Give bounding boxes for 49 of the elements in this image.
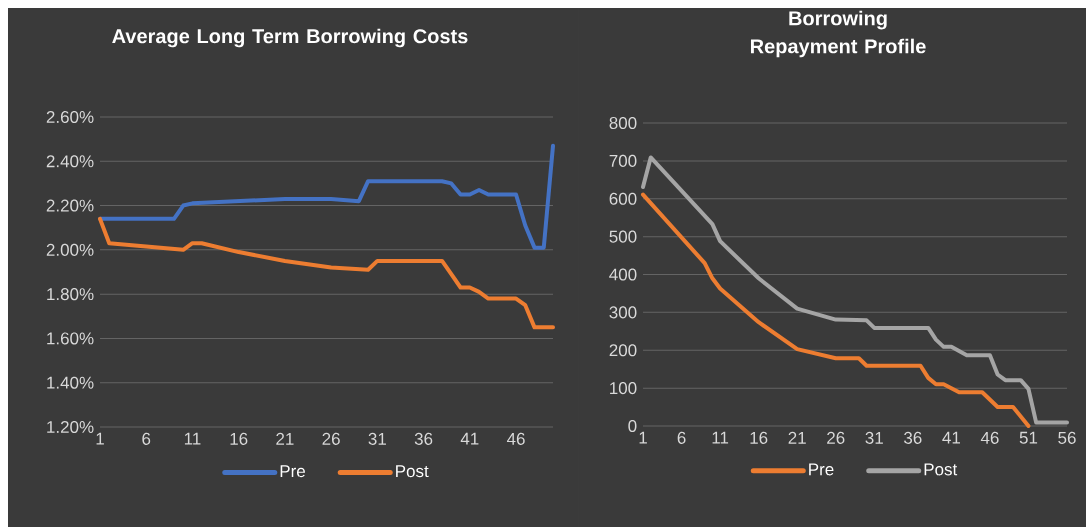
- legend-label: Pre: [809, 463, 834, 476]
- x-tick-label: 46: [506, 432, 525, 445]
- legend-label: Post: [396, 465, 429, 478]
- x-tick-label: 36: [414, 432, 433, 445]
- line-series: [98, 143, 555, 250]
- y-tick-label: 2.20%: [46, 199, 94, 212]
- y-tick-label: 500: [609, 230, 637, 243]
- x-tick-label: 11: [712, 431, 729, 444]
- y-tick-label: 100: [610, 382, 637, 395]
- chart-title: Borrowing Repayment Profile: [750, 10, 926, 58]
- x-tick-label: 41: [942, 431, 960, 444]
- x-tick-label: 16: [230, 432, 248, 445]
- x-tick-label: 26: [322, 432, 340, 445]
- x-tick-label: 26: [827, 431, 845, 444]
- line-series: [641, 192, 1031, 428]
- y-tick-label: 2.60%: [46, 110, 94, 124]
- x-tick-label: 1: [639, 431, 647, 444]
- x-tick-label: 1: [96, 432, 104, 445]
- line-series: [98, 216, 555, 330]
- x-tick-label: 6: [677, 431, 686, 444]
- y-tick-label: 600: [609, 192, 637, 205]
- line-series: [641, 155, 1070, 425]
- y-tick-label: 800: [609, 116, 637, 130]
- y-tick-label: 700: [609, 154, 637, 167]
- y-tick-label: 2.40%: [46, 155, 94, 168]
- y-tick-label: 200: [609, 344, 637, 357]
- legend-label: Pre: [280, 465, 305, 478]
- y-tick-label: 300: [609, 306, 637, 319]
- x-tick-label: 11: [184, 432, 201, 445]
- y-tick-label: 2.00%: [46, 243, 94, 256]
- y-tick-label: 1.80%: [47, 288, 94, 301]
- x-tick-label: 51: [1019, 431, 1038, 444]
- chart-title: Average Long Term Borrowing Costs: [112, 28, 468, 48]
- x-tick-label: 31: [368, 432, 386, 445]
- x-tick-label: 46: [980, 431, 999, 444]
- y-tick-label: 1.40%: [47, 376, 94, 389]
- x-tick-label: 21: [276, 432, 294, 445]
- x-tick-label: 56: [1058, 431, 1076, 444]
- x-tick-label: 41: [460, 432, 479, 445]
- x-tick-label: 6: [142, 432, 151, 445]
- x-tick-label: 36: [904, 431, 922, 444]
- y-tick-label: 1.60%: [47, 332, 94, 345]
- legend-label: Post: [924, 463, 958, 476]
- x-tick-label: 16: [750, 431, 768, 444]
- y-tick-label: 400: [609, 268, 637, 281]
- y-tick-label: 1.20%: [47, 420, 94, 434]
- x-tick-label: 31: [865, 431, 883, 444]
- y-tick-label: 0: [628, 419, 637, 433]
- x-tick-label: 21: [788, 431, 806, 444]
